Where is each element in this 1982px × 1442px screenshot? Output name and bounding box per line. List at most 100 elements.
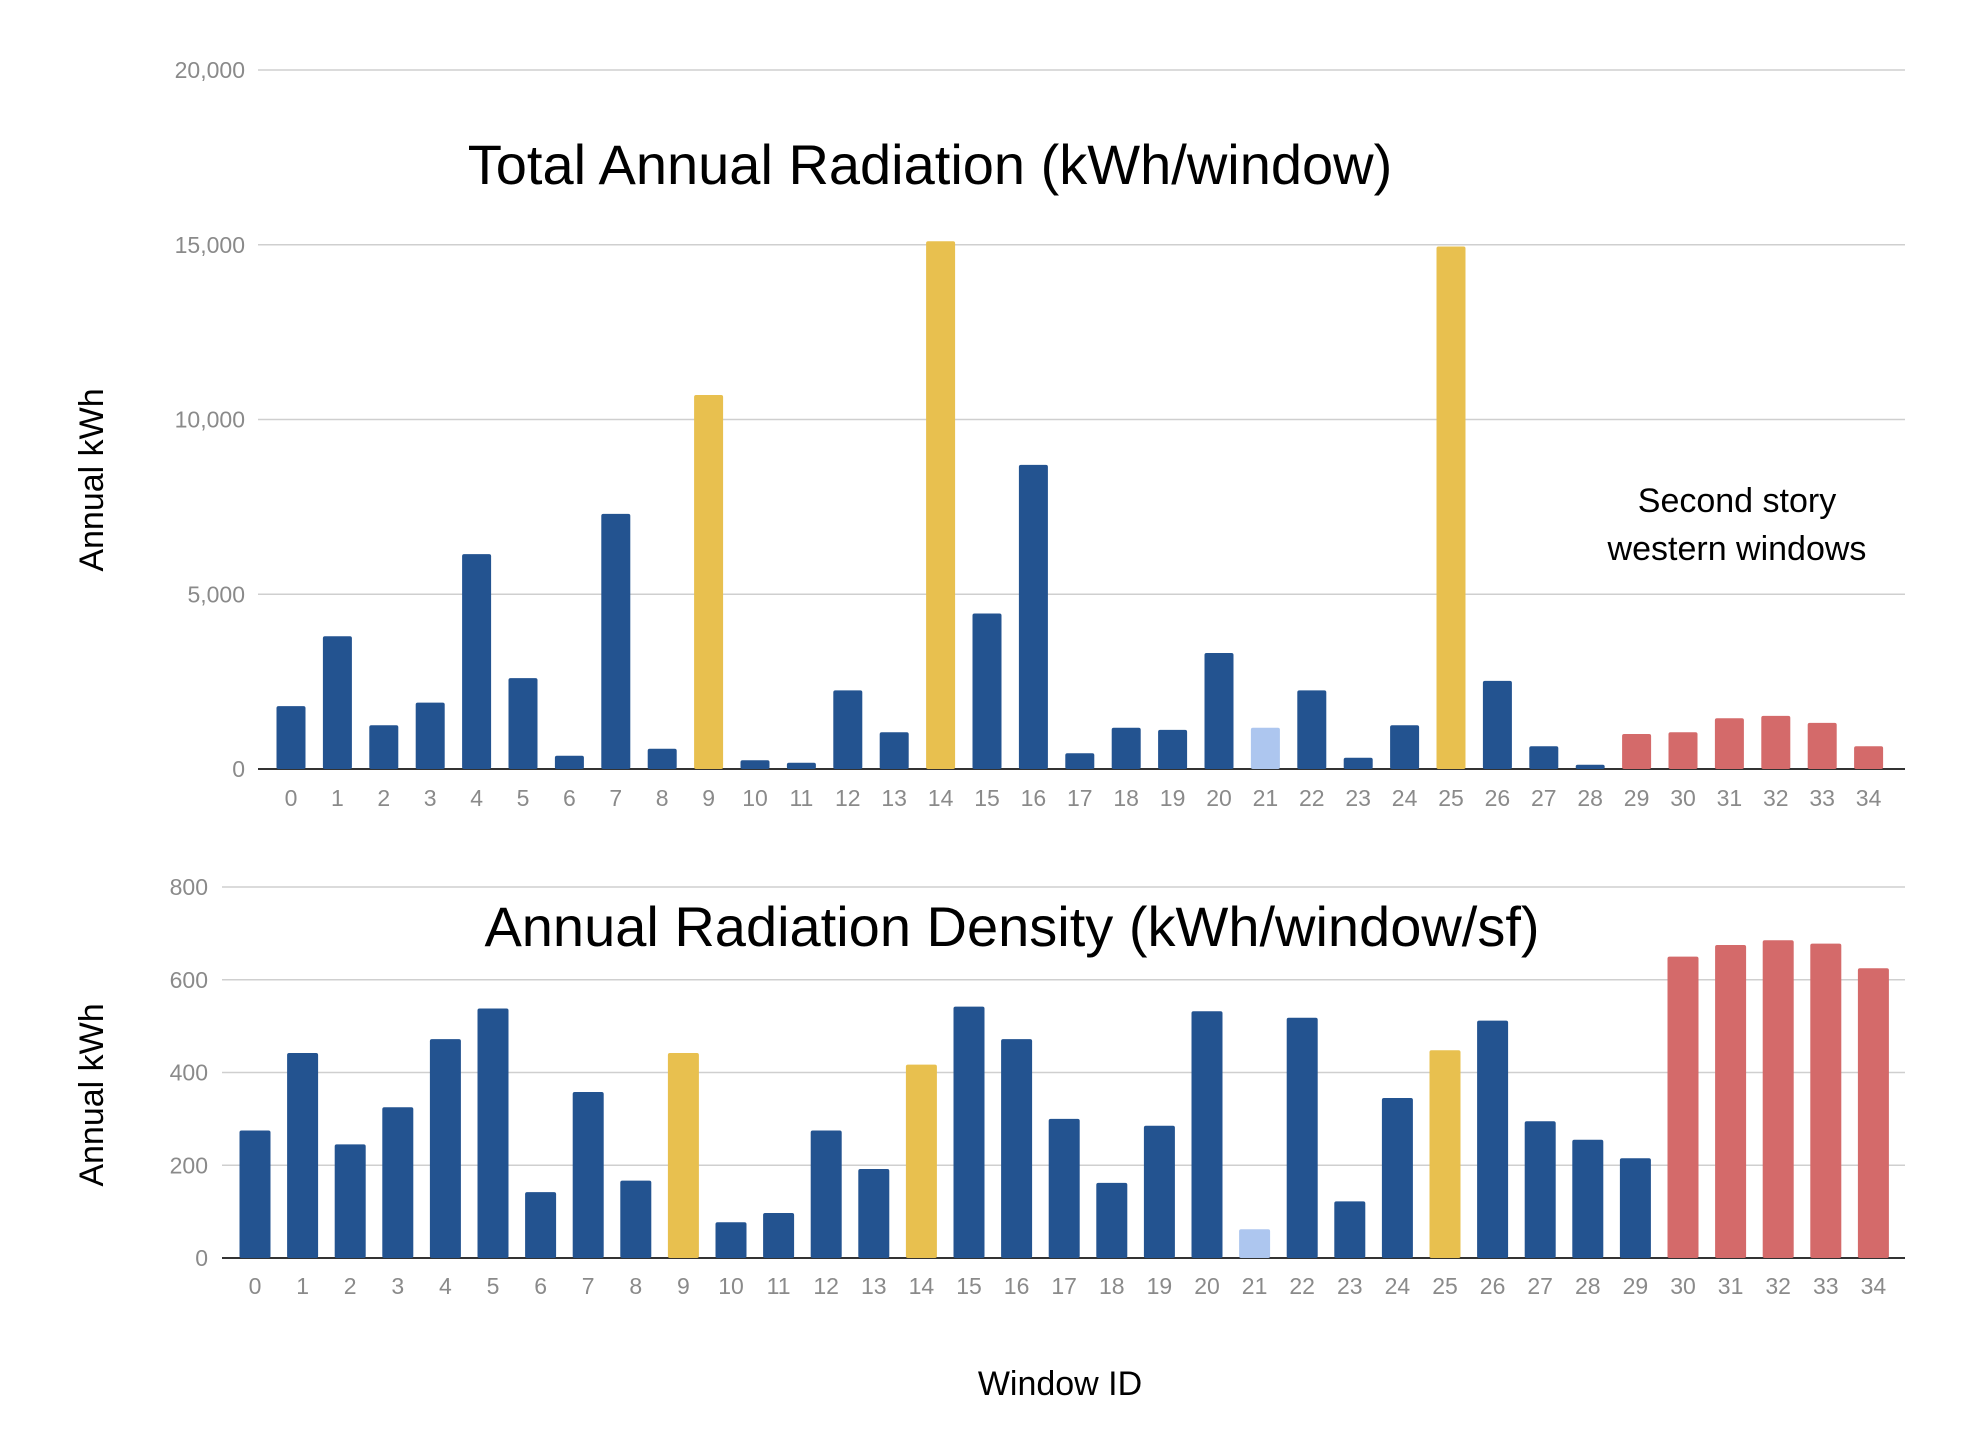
x-tick-label: 25 <box>1438 785 1464 811</box>
y-tick-label: 10,000 <box>175 407 245 433</box>
bar-window-3 <box>415 702 445 769</box>
bar-window-31 <box>1715 945 1747 1258</box>
x-tick-label: 5 <box>487 1273 500 1299</box>
x-tick-label: 33 <box>1813 1273 1839 1299</box>
bar-window-0 <box>276 706 306 769</box>
x-tick-label: 16 <box>1021 785 1047 811</box>
x-tick-label: 22 <box>1289 1273 1315 1299</box>
y-axis-label: Annual kWh <box>73 1003 111 1186</box>
x-tick-label: 21 <box>1253 785 1279 811</box>
bar-window-31 <box>1714 718 1744 769</box>
x-tick-label: 22 <box>1299 785 1325 811</box>
bar-window-25 <box>1436 246 1466 769</box>
bar-window-18 <box>1111 727 1141 769</box>
bar-window-4 <box>462 554 492 769</box>
x-tick-label: 8 <box>656 785 669 811</box>
x-tick-label: 6 <box>563 785 576 811</box>
bar-window-20 <box>1204 653 1234 769</box>
x-tick-label: 18 <box>1113 785 1139 811</box>
x-tick-label: 14 <box>928 785 954 811</box>
y-tick-label: 20,000 <box>175 57 245 83</box>
bar-window-15 <box>953 1006 985 1258</box>
x-axis-label: Window ID <box>978 1365 1142 1403</box>
bar-window-8 <box>647 748 677 769</box>
x-tick-label: 24 <box>1385 1273 1411 1299</box>
x-tick-label: 3 <box>391 1273 404 1299</box>
bar-window-11 <box>763 1213 795 1258</box>
x-tick-label: 14 <box>909 1273 935 1299</box>
x-tick-label: 23 <box>1345 785 1371 811</box>
x-tick-label: 1 <box>296 1273 309 1299</box>
bar-window-18 <box>1096 1182 1128 1258</box>
y-tick-label: 0 <box>195 1245 208 1271</box>
chart-title: Annual Radiation Density (kWh/window/sf) <box>484 895 1539 958</box>
x-tick-label: 29 <box>1623 1273 1649 1299</box>
x-tick-label: 10 <box>718 1273 744 1299</box>
bar-window-11 <box>786 762 816 769</box>
x-tick-label: 30 <box>1670 1273 1696 1299</box>
x-tick-label: 12 <box>835 785 861 811</box>
bar-window-12 <box>833 690 863 769</box>
bar-window-33 <box>1810 943 1842 1258</box>
bar-window-17 <box>1048 1118 1080 1258</box>
x-tick-label: 34 <box>1861 1273 1887 1299</box>
bar-window-25 <box>1429 1050 1461 1258</box>
y-tick-label: 15,000 <box>175 232 245 258</box>
bar-window-15 <box>972 613 1002 769</box>
bar-window-7 <box>601 513 631 769</box>
x-tick-label: 27 <box>1527 1273 1553 1299</box>
bar-window-13 <box>858 1169 890 1258</box>
y-tick-label: 400 <box>170 1060 208 1086</box>
x-tick-label: 6 <box>534 1273 547 1299</box>
bar-window-32 <box>1762 940 1794 1258</box>
x-tick-label: 11 <box>767 1273 791 1299</box>
x-tick-label: 20 <box>1194 1273 1220 1299</box>
bar-window-21 <box>1250 727 1280 769</box>
x-tick-label: 31 <box>1717 785 1743 811</box>
x-tick-label: 18 <box>1099 1273 1125 1299</box>
x-tick-label: 28 <box>1577 785 1603 811</box>
x-tick-label: 27 <box>1531 785 1557 811</box>
bar-window-6 <box>554 755 584 769</box>
x-tick-label: 19 <box>1147 1273 1173 1299</box>
bar-window-8 <box>620 1180 652 1258</box>
x-tick-label: 5 <box>517 785 530 811</box>
bar-window-30 <box>1668 732 1698 769</box>
x-tick-label: 10 <box>742 785 768 811</box>
x-tick-label: 1 <box>331 785 344 811</box>
x-tick-label: 33 <box>1809 785 1835 811</box>
bar-window-5 <box>508 678 538 769</box>
x-tick-label: 4 <box>470 785 483 811</box>
bar-window-16 <box>1001 1039 1033 1258</box>
bar-window-16 <box>1018 464 1048 769</box>
x-tick-label: 7 <box>609 785 622 811</box>
x-tick-label: 9 <box>702 785 715 811</box>
x-tick-label: 2 <box>344 1273 357 1299</box>
x-tick-label: 21 <box>1242 1273 1268 1299</box>
bar-window-19 <box>1158 729 1188 769</box>
bar-window-9 <box>667 1053 699 1258</box>
bar-window-26 <box>1477 1020 1509 1258</box>
x-tick-label: 30 <box>1670 785 1696 811</box>
chart-title: Total Annual Radiation (kWh/window) <box>468 133 1392 196</box>
bar-window-26 <box>1482 680 1512 769</box>
x-tick-label: 19 <box>1160 785 1186 811</box>
x-tick-label: 3 <box>424 785 437 811</box>
bar-window-21 <box>1239 1229 1271 1258</box>
x-tick-label: 23 <box>1337 1273 1363 1299</box>
x-tick-label: 15 <box>974 785 1000 811</box>
bar-window-28 <box>1575 764 1605 769</box>
bar-window-34 <box>1857 968 1889 1258</box>
y-tick-label: 200 <box>170 1152 208 1178</box>
bar-window-23 <box>1343 757 1373 769</box>
bar-window-0 <box>239 1130 271 1258</box>
x-tick-label: 25 <box>1432 1273 1458 1299</box>
bar-window-20 <box>1191 1011 1223 1258</box>
bar-window-10 <box>715 1222 747 1258</box>
bar-window-13 <box>879 732 909 769</box>
bar-window-14 <box>926 241 956 770</box>
y-tick-label: 800 <box>170 874 208 900</box>
